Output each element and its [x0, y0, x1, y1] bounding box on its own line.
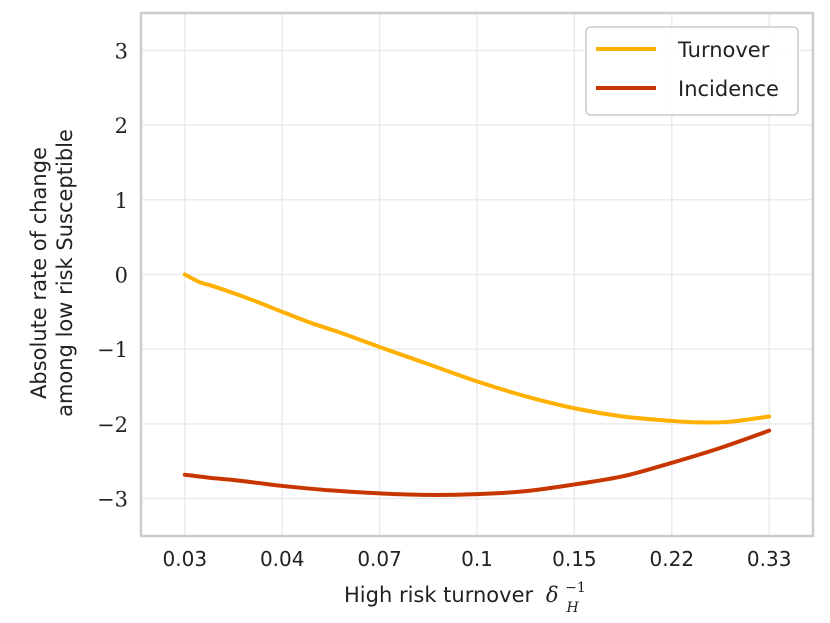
- x-tick-label: 0.03: [163, 547, 208, 571]
- x-axis-label-subscript: H: [566, 600, 580, 616]
- plot-frame: [139, 11, 815, 538]
- x-axis-label-text: High risk turnover: [344, 583, 533, 607]
- y-tick-label: 1: [115, 189, 128, 213]
- y-tick-label: 0: [115, 264, 128, 288]
- x-tick-label: 0.15: [552, 547, 597, 571]
- y-axis-label-line1: Absolute rate of change: [27, 147, 51, 399]
- x-tick-label: 0.04: [260, 547, 305, 571]
- y-tick-labels: 3 2 1 0 −1 −2 −3: [97, 39, 128, 511]
- legend-label-incidence: Incidence: [678, 77, 779, 101]
- x-tick-label: 0.1: [461, 547, 493, 571]
- legend: Turnover Incidence: [585, 26, 799, 116]
- svg-text:High risk turnover δ: High risk turnover δ −1 H: [344, 573, 593, 616]
- y-tick-label: −2: [97, 413, 128, 437]
- x-tick-labels: 0.03 0.04 0.07 0.1 0.15 0.22 0.33: [163, 547, 792, 571]
- x-tick-label: 0.22: [650, 547, 695, 571]
- x-tick-label: 0.33: [747, 547, 792, 571]
- x-axis-label: High risk turnover δ −1 H: [344, 573, 593, 616]
- x-axis-label-superscript: −1: [565, 580, 586, 596]
- y-tick-label: −1: [97, 338, 128, 362]
- series-line-incidence: [182, 428, 772, 497]
- legend-label-turnover: Turnover: [677, 38, 770, 62]
- y-tick-label: 3: [115, 39, 128, 63]
- x-axis-label-symbol: δ: [546, 583, 559, 607]
- grid: [141, 13, 813, 536]
- y-axis-label: Absolute rate of change among low risk S…: [27, 129, 77, 417]
- y-tick-label: 2: [115, 114, 128, 138]
- series-layer: [182, 272, 772, 497]
- y-tick-label: −3: [97, 488, 128, 512]
- x-tick-label: 0.07: [357, 547, 402, 571]
- series-line-turnover: [182, 272, 772, 425]
- y-axis-label-line2: among low risk Susceptible: [53, 129, 77, 417]
